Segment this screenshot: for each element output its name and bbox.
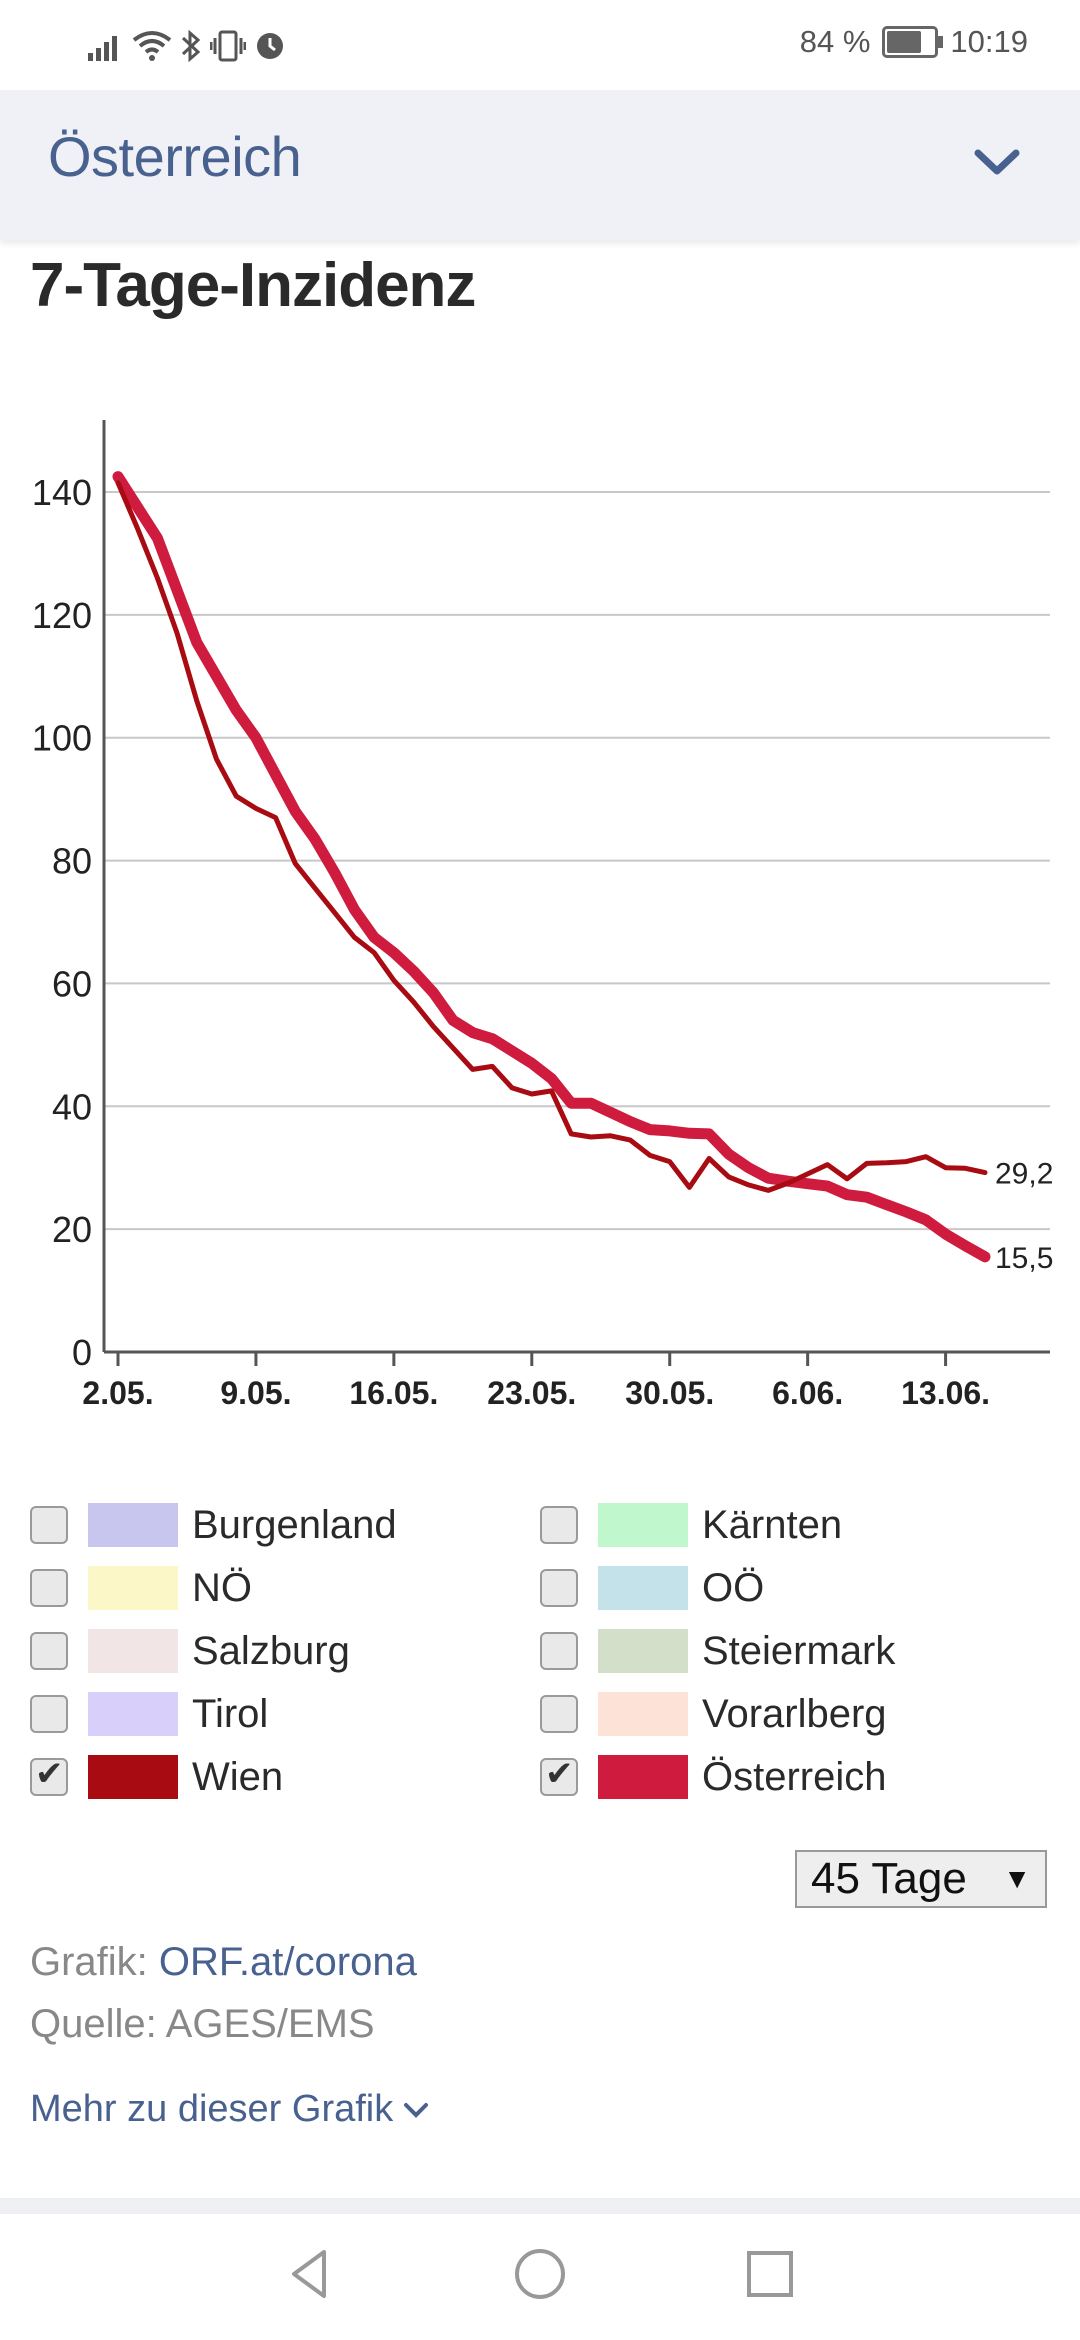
x-tick-label: 13.06. (901, 1375, 990, 1411)
legend-checkbox[interactable] (30, 1632, 68, 1670)
battery-icon (882, 26, 944, 58)
legend-checkbox[interactable] (30, 1695, 68, 1733)
y-tick-label: 60 (52, 963, 92, 1004)
time-range-select[interactable]: 45 Tage ▼ (795, 1850, 1047, 1908)
region-selector[interactable]: Österreich (0, 90, 1080, 240)
status-right: 84 % 10:19 (800, 24, 1028, 60)
time-range-value: 45 Tage (811, 1854, 967, 1903)
back-icon[interactable] (280, 2244, 340, 2304)
y-tick-label: 80 (52, 841, 92, 882)
legend-checkbox[interactable] (540, 1632, 578, 1670)
bluetooth-icon (181, 30, 201, 62)
home-icon[interactable] (510, 2244, 570, 2304)
y-tick-label: 40 (52, 1086, 92, 1127)
legend-label: Burgenland (192, 1502, 397, 1547)
more-link-label: Mehr zu dieser Grafik (30, 2088, 394, 2130)
legend-checkbox[interactable] (30, 1754, 68, 1796)
series-line-wien (115, 480, 988, 1193)
status-bar: 84 % 10:19 (0, 0, 1080, 90)
legend-swatch (598, 1503, 688, 1547)
source-credit: Quelle: AGES/EMS (30, 2002, 375, 2046)
orf-corona-link[interactable]: ORF.at/corona (158, 1940, 417, 1984)
legend-swatch (88, 1755, 178, 1799)
y-tick-label: 100 (32, 718, 92, 759)
legend-swatch (88, 1566, 178, 1610)
signal-icon (88, 36, 117, 61)
y-tick-label: 120 (32, 595, 92, 636)
legend-label: Österreich (702, 1754, 887, 1799)
x-tick-label: 9.05. (220, 1375, 291, 1411)
legend-checkbox[interactable] (540, 1695, 578, 1733)
end-label-wien: 29,2 (995, 1158, 1053, 1191)
x-tick-label: 23.05. (487, 1375, 576, 1411)
dropdown-arrow-icon: ▼ (1003, 1863, 1031, 1894)
legend-item[interactable]: Salzburg (30, 1621, 350, 1681)
legend-item[interactable]: Burgenland (30, 1495, 397, 1555)
x-tick-label: 2.05. (82, 1375, 153, 1411)
legend-label: OÖ (702, 1565, 765, 1610)
legend-checkbox[interactable] (30, 1506, 68, 1544)
chevron-down-icon (404, 2102, 429, 2118)
legend-label: Vorarlberg (702, 1691, 887, 1736)
legend-swatch (598, 1629, 688, 1673)
legend-item[interactable]: Tirol (30, 1684, 268, 1744)
legend-swatch (598, 1692, 688, 1736)
alarm-icon (257, 33, 283, 59)
wifi-icon (132, 31, 172, 61)
legend-label: Tirol (192, 1691, 269, 1736)
legend-checkbox[interactable] (540, 1506, 578, 1544)
legend-swatch (598, 1566, 688, 1610)
legend-swatch (88, 1629, 178, 1673)
battery-percent: 84 % (799, 24, 871, 59)
end-label-oesterreich: 15,5 (995, 1242, 1053, 1275)
vibrate-icon (210, 30, 246, 62)
legend-item[interactable]: Steiermark (540, 1621, 895, 1681)
recents-icon[interactable] (740, 2244, 800, 2304)
system-nav-bar (0, 2214, 1080, 2340)
series-line-oesterreich (112, 471, 991, 1263)
more-about-graphic-link[interactable]: Mehr zu dieser Grafik (30, 2088, 429, 2131)
incidence-chart: 0 20 40 60 80 100 120 140 2.05. 9.05. 16.05. 23.05.… (32, 420, 1053, 1411)
legend-label: Kärnten (702, 1502, 843, 1547)
legend-label: NÖ (192, 1565, 252, 1610)
legend-label: Steiermark (702, 1628, 896, 1673)
y-tick-label: 140 (32, 472, 92, 513)
clock: 10:19 (950, 24, 1028, 59)
y-tick-label: 0 (72, 1332, 92, 1373)
status-icons (88, 26, 286, 66)
chevron-down-icon[interactable] (972, 138, 1022, 188)
region-title: Österreich (48, 125, 302, 188)
legend-label: Salzburg (192, 1628, 350, 1673)
legend-checkbox[interactable] (540, 1754, 578, 1796)
legend-checkbox[interactable] (30, 1569, 68, 1607)
x-tick-label: 16.05. (349, 1375, 438, 1411)
legend-swatch (598, 1755, 688, 1799)
graphic-credit-prefix: Grafik: (30, 1940, 148, 1984)
legend-item[interactable]: Österreich (540, 1747, 887, 1807)
x-tick-label: 6.06. (772, 1375, 843, 1411)
x-tick-label: 30.05. (625, 1375, 714, 1411)
legend-item[interactable]: Kärnten (540, 1495, 842, 1555)
legend-swatch (88, 1692, 178, 1736)
legend-item[interactable]: OÖ (540, 1558, 764, 1618)
y-tick-label: 20 (52, 1209, 92, 1250)
legend-item[interactable]: Wien (30, 1747, 283, 1807)
legend-label: Wien (192, 1754, 284, 1799)
legend-swatch (88, 1503, 178, 1547)
chart-title: 7-Tage-Inzidenz (30, 251, 476, 320)
section-divider (0, 2198, 1080, 2214)
graphic-credit: Grafik: ORF.at/corona (30, 1940, 417, 1985)
legend-item[interactable]: NÖ (30, 1558, 252, 1618)
legend-item[interactable]: Vorarlberg (540, 1684, 887, 1744)
legend-checkbox[interactable] (540, 1569, 578, 1607)
